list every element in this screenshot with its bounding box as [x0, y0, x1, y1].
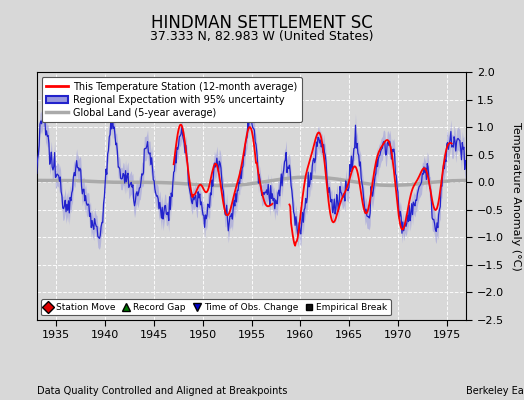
Text: Berkeley Earth: Berkeley Earth: [466, 386, 524, 396]
Text: HINDMAN SETTLEMENT SC: HINDMAN SETTLEMENT SC: [151, 14, 373, 32]
Text: 37.333 N, 82.983 W (United States): 37.333 N, 82.983 W (United States): [150, 30, 374, 43]
Y-axis label: Temperature Anomaly (°C): Temperature Anomaly (°C): [510, 122, 520, 270]
Legend: Station Move, Record Gap, Time of Obs. Change, Empirical Break: Station Move, Record Gap, Time of Obs. C…: [41, 299, 391, 316]
Text: Data Quality Controlled and Aligned at Breakpoints: Data Quality Controlled and Aligned at B…: [37, 386, 287, 396]
